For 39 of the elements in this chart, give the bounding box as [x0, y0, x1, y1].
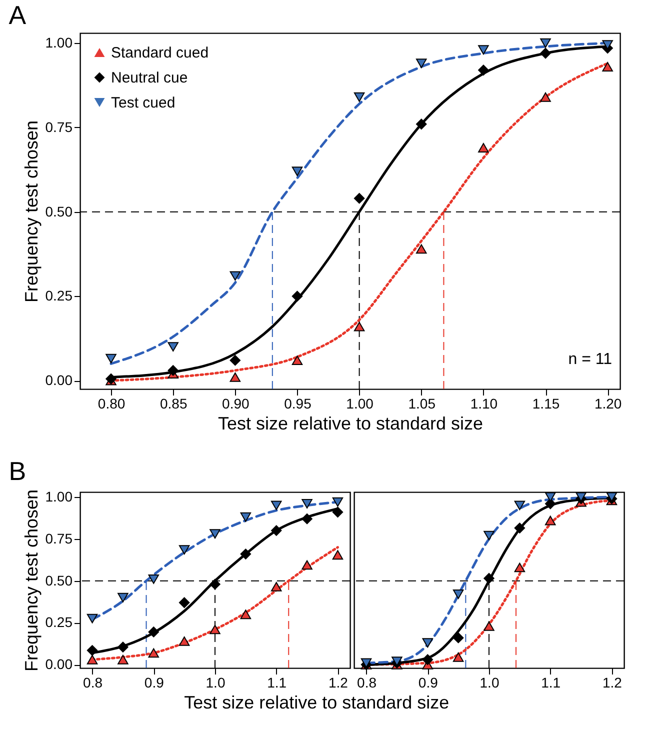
y-tick-label: 1.00 — [45, 488, 73, 505]
x-tick-label: 0.9 — [418, 674, 438, 690]
x-tick-label: 1.2 — [602, 674, 622, 690]
y-tick-label: 0.75 — [45, 530, 73, 546]
annotation: n = 11 — [568, 351, 612, 368]
x-tick-label: 1.2 — [328, 674, 348, 690]
x-tick-label: 0.80 — [98, 396, 126, 412]
x-tick-label: 0.8 — [357, 674, 377, 690]
y-axis-title: Frequency test chosen — [21, 120, 42, 303]
y-tick-label: 0.00 — [45, 656, 73, 672]
y-tick-label: 0.50 — [45, 572, 73, 588]
x-axis-title: Test size relative to standard size — [184, 692, 450, 713]
x-tick-label: 1.1 — [541, 674, 561, 690]
x-tick-label: 0.85 — [160, 396, 188, 412]
x-tick-label: 1.05 — [408, 396, 436, 412]
x-tick-label: 0.95 — [284, 396, 312, 412]
x-tick-label: 1.0 — [480, 674, 500, 690]
x-tick-label: 0.90 — [222, 396, 250, 412]
x-tick-label: 1.10 — [470, 396, 498, 412]
y-tick-label: 0.25 — [45, 614, 73, 630]
legend-label: Standard cued — [111, 44, 209, 62]
y-tick-label: 0.50 — [45, 203, 73, 220]
x-tick-label: 1.0 — [206, 674, 226, 690]
x-axis-title: Test size relative to standard size — [218, 414, 484, 434]
legend-label: Test cued — [111, 94, 176, 112]
y-axis-title: Frequency test chosen — [21, 489, 42, 672]
y-tick-label: 1.00 — [45, 34, 73, 51]
chart-title: B — [8, 456, 26, 486]
x-tick-label: 1.1 — [267, 674, 287, 690]
x-tick-label: 1.15 — [532, 396, 560, 412]
x-tick-label: 0.8 — [83, 674, 103, 690]
x-tick-label: 0.9 — [144, 674, 164, 690]
y-tick-label: 0.25 — [45, 288, 73, 304]
chart-title: A — [8, 0, 27, 30]
x-tick-label: 1.20 — [594, 396, 622, 412]
y-tick-label: 0.00 — [45, 372, 73, 388]
y-tick-label: 0.75 — [45, 118, 73, 135]
x-tick-label: 1.00 — [346, 396, 374, 412]
legend-label: Neutral cue — [111, 70, 188, 86]
